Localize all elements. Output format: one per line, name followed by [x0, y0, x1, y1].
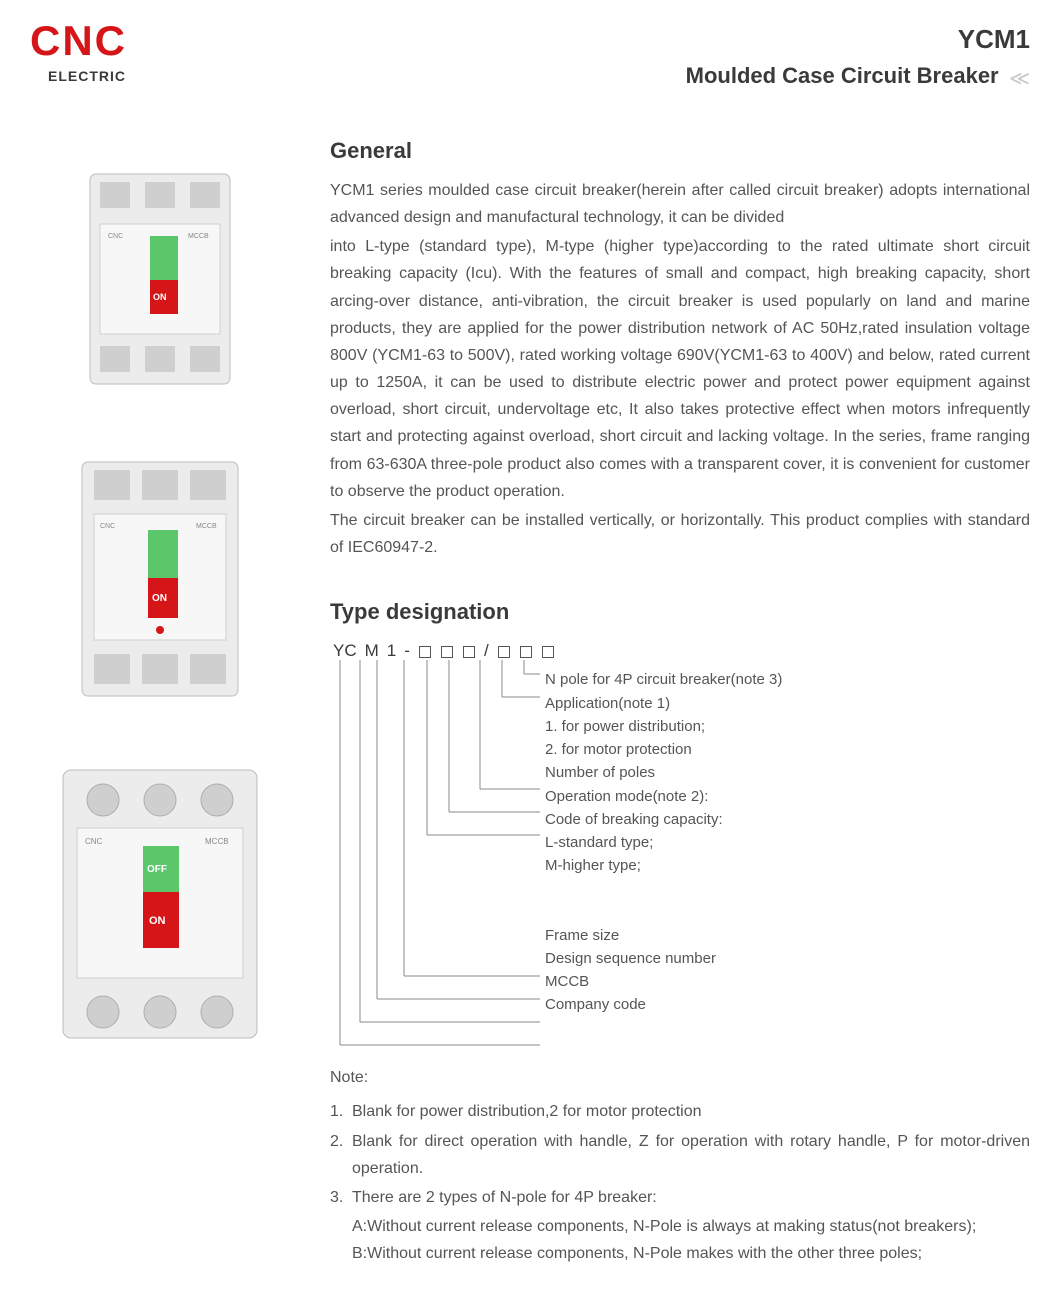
svg-text:CNC: CNC [108, 233, 123, 240]
type-diagram: YC M 1 - / [330, 638, 1030, 1058]
product-name: Moulded Case Circuit Breaker [686, 63, 999, 88]
code-box-opmode [463, 646, 475, 658]
label-app-2: 2. for motor protection [545, 738, 782, 761]
code-box-application [520, 646, 532, 658]
label-company: Company code [545, 993, 782, 1016]
svg-text:MCCB: MCCB [196, 523, 217, 530]
general-section: General YCM1 series moulded case circuit… [330, 134, 1030, 562]
note-2: 2.Blank for direct operation with handle… [330, 1128, 1030, 1182]
type-designation-section: Type designation YC M 1 - / [330, 595, 1030, 1267]
svg-text:CNC: CNC [100, 523, 115, 530]
svg-text:ON: ON [152, 593, 167, 604]
diagram-lines-icon [330, 660, 540, 1060]
model-code: YCM1 [686, 20, 1030, 59]
title-block: YCM1 Moulded Case Circuit Breaker ≪ [686, 20, 1030, 94]
brand-name: CNC [30, 20, 127, 62]
general-p1: YCM1 series moulded case circuit breaker… [330, 177, 1030, 231]
diagram-labels: N pole for 4P circuit breaker(note 3) Ap… [545, 668, 782, 1016]
svg-text:MCCB: MCCB [205, 837, 229, 846]
label-capacity: Code of breaking capacity: [545, 808, 782, 831]
page-header: CNC ELECTRIC YCM1 Moulded Case Circuit B… [30, 20, 1030, 94]
label-app-1: 1. for power distribution; [545, 715, 782, 738]
svg-text:MCCB: MCCB [188, 233, 209, 240]
brand-sub: ELECTRIC [48, 66, 127, 87]
svg-text:CNC: CNC [85, 837, 103, 846]
svg-text:OFF: OFF [147, 864, 167, 875]
code-box-frame [419, 646, 431, 658]
note-3b: B:Without current release components, N-… [330, 1240, 1030, 1267]
general-heading: General [330, 134, 1030, 167]
label-npole: N pole for 4P circuit breaker(note 3) [545, 668, 782, 691]
label-frame: Frame size [545, 924, 782, 947]
svg-text:ON: ON [149, 915, 166, 927]
svg-text:ON: ON [153, 292, 167, 302]
notes-heading: Note: [330, 1066, 1030, 1090]
breaker-image-large: OFF ON CNC MCCB [55, 764, 265, 1044]
code-box-poles [498, 646, 510, 658]
breaker-image-medium: ON CNC MCCB [70, 454, 250, 704]
label-poles: Number of poles [545, 761, 782, 784]
note-1: 1.Blank for power distribution,2 for mot… [330, 1098, 1030, 1125]
label-application: Application(note 1) [545, 692, 782, 715]
notes-section: Note: 1.Blank for power distribution,2 f… [330, 1066, 1030, 1267]
general-p3: The circuit breaker can be installed ver… [330, 507, 1030, 561]
code-box-npole [542, 646, 554, 658]
type-heading: Type designation [330, 595, 1030, 628]
breaker-image-small: ON CNC MCCB [70, 164, 250, 394]
brand-logo: CNC ELECTRIC [30, 20, 127, 87]
note-3a: A:Without current release components, N-… [330, 1213, 1030, 1240]
code-box-capacity [441, 646, 453, 658]
chevron-left-icon: ≪ [1009, 68, 1030, 90]
label-cap-l: L-standard type; [545, 831, 782, 854]
label-mccb: MCCB [545, 970, 782, 993]
general-p2: into L-type (standard type), M-type (hig… [330, 233, 1030, 505]
label-cap-m: M-higher type; [545, 854, 782, 877]
product-images-column: ON CNC MCCB ON CNC MCCB [30, 134, 290, 1268]
note-3: 3.There are 2 types of N-pole for 4P bre… [330, 1184, 1030, 1211]
label-opmode: Operation mode(note 2): [545, 785, 782, 808]
label-design-seq: Design sequence number [545, 947, 782, 970]
